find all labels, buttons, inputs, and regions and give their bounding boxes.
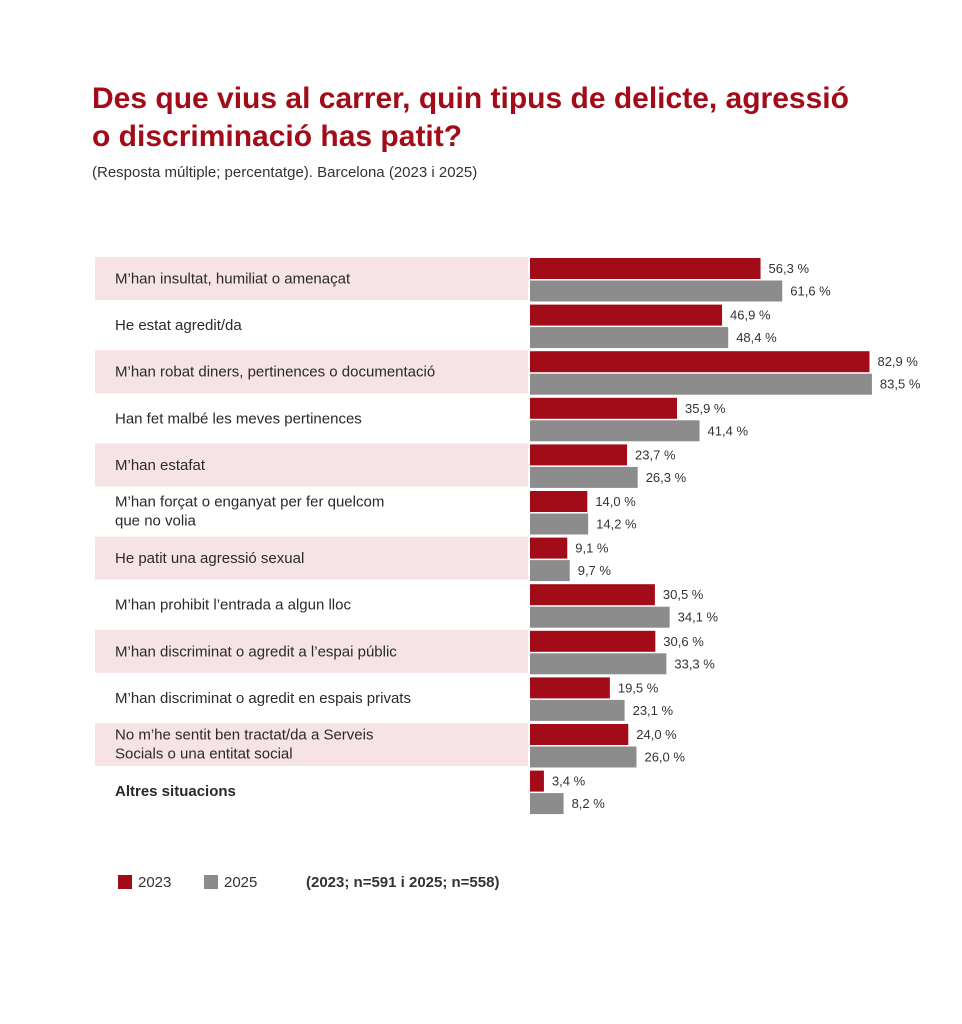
legend-swatch-2025 bbox=[204, 875, 218, 889]
bar-2025 bbox=[530, 560, 570, 582]
bar-2023 bbox=[530, 491, 588, 512]
bar-2025 bbox=[530, 280, 783, 302]
bar-2025 bbox=[530, 606, 670, 628]
data-label-2025: 9,7 % bbox=[578, 563, 612, 578]
chart-subtitle: (Resposta múltiple; percentatge). Barcel… bbox=[92, 164, 478, 181]
data-label-2023: 19,5 % bbox=[618, 680, 659, 695]
row-highlight bbox=[95, 443, 528, 487]
data-label-2025: 83,5 % bbox=[880, 377, 921, 392]
category-label: Socials o una entitat social bbox=[115, 746, 293, 763]
bar-2023 bbox=[530, 724, 629, 745]
data-label-2025: 33,3 % bbox=[674, 656, 715, 671]
bar-2023 bbox=[530, 304, 723, 326]
legend-swatch-2023 bbox=[118, 875, 132, 889]
bar-2025 bbox=[530, 420, 700, 442]
bar-2025 bbox=[530, 699, 625, 721]
data-label-2023: 35,9 % bbox=[685, 401, 726, 416]
data-label-2025: 34,1 % bbox=[678, 610, 719, 625]
data-label-2023: 24,0 % bbox=[636, 727, 677, 742]
row-highlight bbox=[95, 723, 528, 766]
data-label-2025: 26,0 % bbox=[644, 750, 685, 765]
bar-2025 bbox=[530, 653, 667, 675]
sample-size-note: (2023; n=591 i 2025; n=558) bbox=[306, 874, 500, 891]
bar-2023 bbox=[530, 397, 678, 419]
category-label: M’han prohibit l’entrada a algun lloc bbox=[115, 597, 351, 614]
category-label: Han fet malbé les meves pertinences bbox=[115, 410, 362, 427]
bar-2025 bbox=[530, 373, 872, 395]
legend-label-2023: 2023 bbox=[138, 874, 172, 891]
chart-title: Des que vius al carrer, quin tipus de de… bbox=[92, 82, 849, 153]
data-label-2023: 23,7 % bbox=[635, 447, 676, 462]
data-label-2025: 41,4 % bbox=[708, 423, 749, 438]
row-highlight bbox=[95, 629, 528, 673]
data-label-2025: 61,6 % bbox=[790, 284, 831, 299]
bar-2025 bbox=[530, 327, 729, 349]
category-label: M’han discriminat o agredit en espais pr… bbox=[115, 690, 411, 707]
category-label: No m’he sentit ben tractat/da a Serveis bbox=[115, 727, 373, 744]
bar-2023 bbox=[530, 537, 568, 559]
category-label: Altres situacions bbox=[115, 783, 236, 800]
bar-2023 bbox=[530, 444, 628, 466]
category-label: que no volia bbox=[115, 513, 197, 530]
bar-chart: M’han insultat, humiliat o amenaçat 56,3 … bbox=[95, 257, 921, 815]
category-label: He patit una agressió sexual bbox=[115, 550, 304, 567]
data-label-2023: 56,3 % bbox=[769, 261, 810, 276]
data-label-2023: 9,1 % bbox=[575, 541, 609, 556]
category-label: He estat agredit/da bbox=[115, 317, 242, 334]
data-label-2023: 14,0 % bbox=[595, 494, 636, 509]
data-label-2023: 30,6 % bbox=[663, 634, 704, 649]
row-highlight bbox=[95, 350, 528, 394]
legend-item-2023: 2023 bbox=[118, 874, 171, 891]
data-label-2025: 26,3 % bbox=[646, 470, 687, 485]
bar-2025 bbox=[530, 466, 638, 488]
data-label-2023: 46,9 % bbox=[730, 308, 771, 323]
bar-2023 bbox=[530, 630, 656, 652]
bar-2023 bbox=[530, 351, 870, 373]
bar-2023 bbox=[530, 258, 761, 279]
data-label-2025: 48,4 % bbox=[736, 330, 777, 345]
bar-2023 bbox=[530, 770, 544, 792]
data-label-2023: 82,9 % bbox=[877, 354, 918, 369]
category-label: M’han insultat, humiliat o amenaçat bbox=[115, 271, 351, 288]
bar-2023 bbox=[530, 677, 610, 699]
legend-label-2025: 2025 bbox=[224, 874, 258, 891]
legend-item-2025: 2025 bbox=[204, 874, 257, 891]
bar-2023 bbox=[530, 584, 655, 606]
bar-2025 bbox=[530, 746, 637, 768]
category-label: M’han robat diners, pertinences o docume… bbox=[115, 364, 435, 381]
data-label-2025: 8,2 % bbox=[572, 796, 606, 811]
data-label-2023: 30,5 % bbox=[663, 587, 704, 602]
category-label: M’han estafat bbox=[115, 457, 206, 474]
data-label-2025: 23,1 % bbox=[633, 703, 674, 718]
bar-2025 bbox=[530, 513, 589, 535]
row-highlight bbox=[95, 536, 528, 580]
category-label: M’han forçat o enganyat per fer quelcom bbox=[115, 494, 384, 511]
data-label-2023: 3,4 % bbox=[552, 774, 586, 789]
data-label-2025: 14,2 % bbox=[596, 517, 637, 532]
category-label: M’han discriminat o agredit a l’espai pú… bbox=[115, 643, 397, 660]
row-highlight bbox=[95, 257, 528, 300]
bar-2025 bbox=[530, 793, 564, 815]
